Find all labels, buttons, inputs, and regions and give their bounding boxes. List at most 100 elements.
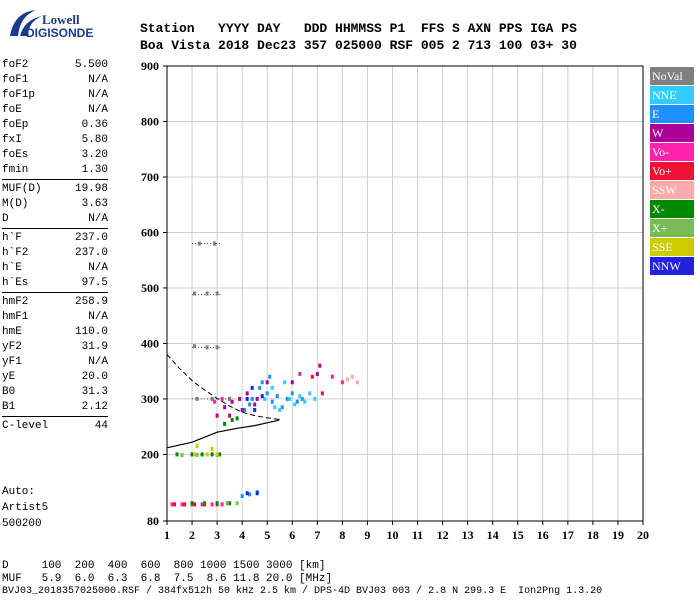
param-key: yF2 [2,341,22,353]
legend-item-e: E [650,105,694,123]
data-point-noval [228,396,232,401]
x-tick-label: 10 [386,528,398,542]
data-point-noval [213,241,217,246]
data-point-vo- [210,502,214,507]
data-point-w [238,396,242,401]
x-tick-label: 14 [487,528,499,542]
data-point-vo- [320,391,324,396]
x-tick-label: 12 [437,528,449,542]
param-key: foF1p [2,89,36,101]
data-point-nne [298,394,302,399]
legend-item-vo-: Vo- [650,143,694,161]
param-row-b1: B1 2.12 [2,400,108,415]
param-row-foe: foE N/A [2,103,108,118]
param-key: M(D) [2,198,29,210]
param-value: 3.63 [81,198,108,210]
param-row-fof1p: foF1p N/A [2,88,108,103]
param-key: h`E [2,262,22,274]
y-tick-label: 600 [141,225,159,239]
data-point-x- [215,501,219,506]
param-separator [2,179,108,180]
param-row-h-es: h`Es 97.5 [2,276,108,291]
data-point-e [295,399,299,404]
data-point-vo- [298,371,302,376]
data-point-nne [273,405,277,410]
param-value: 97.5 [81,277,108,289]
param-value: N/A [88,74,108,86]
data-point-nnw [245,396,249,401]
data-point-e [260,380,264,385]
param-key: hmF1 [2,311,29,323]
legend-item-noval: NoVal [650,67,694,85]
param-key: B1 [2,401,16,413]
param-value: 20.0 [81,371,108,383]
param-row-hmf2: hmF2 258.9 [2,295,108,310]
param-value: N/A [88,213,108,225]
data-point-nnw [255,491,259,496]
data-point-w [240,408,244,413]
data-point-e [285,396,289,401]
data-point-e [268,374,272,379]
x-tick-label: 20 [637,528,649,542]
data-point-noval [193,291,197,296]
data-point-nne [303,399,307,404]
data-point-w [228,413,232,418]
data-point-nne [263,396,267,401]
data-point-e [258,385,262,390]
param-value: 31.9 [81,341,108,353]
x-tick-label: 13 [462,528,474,542]
y-tick-label: 80 [147,514,159,528]
data-point-e [290,391,294,396]
data-point-x- [228,501,232,506]
data-point-x- [218,452,222,457]
param-key: foEs [2,149,29,161]
data-point-noval [205,291,209,296]
param-value: 110.0 [74,326,108,338]
data-point-vo- [173,502,177,507]
param-value: 0.36 [81,119,108,131]
footer-file-info: BVJ03_2018357025000.RSF / 384fx512h 50 k… [2,586,603,597]
legend-item-w: W [650,124,694,142]
data-point-noval [198,241,202,246]
data-point-x- [203,501,207,506]
legend-item-vo-: Vo+ [650,162,694,180]
data-point-nne [283,380,287,385]
logo-swoosh-icon [10,10,42,36]
param-key: D [2,213,9,225]
data-point-vo- [170,502,174,507]
data-point-x- [225,501,229,506]
param-row-fof1: foF1 N/A [2,73,108,88]
data-point-vo- [193,502,197,507]
data-point-w [290,380,294,385]
data-point-e [265,391,269,396]
footer-muf-line: MUF 5.9 6.0 6.3 6.8 7.5 8.6 11.8 20.0 [M… [2,573,333,585]
x-tick-label: 4 [239,528,245,542]
data-point-vo- [220,396,224,401]
lowell-digisonde-logo: Lowell DIGISONDE [6,6,126,46]
y-tick-label: 200 [141,447,159,461]
param-separator [2,416,108,417]
data-point-w [230,399,234,404]
logo-line1: Lowell [42,12,80,27]
data-point-x- [190,452,194,457]
param-key: foE [2,104,22,116]
x-tick-label: 18 [587,528,599,542]
param-key: yE [2,371,16,383]
plot-frame [166,65,644,522]
data-point-noval [195,396,199,401]
data-point-x- [175,452,179,457]
x-tick-label: 15 [512,528,524,542]
param-value: N/A [88,311,108,323]
param-row-ye: yE 20.0 [2,370,108,385]
param-value: N/A [88,262,108,274]
param-row-fmin: fmin 1.30 [2,163,108,178]
param-key: hmF2 [2,296,29,308]
param-separator [2,228,108,229]
y-tick-label: 300 [141,392,159,406]
param-row-h-f: h`F 237.0 [2,231,108,246]
data-point-e [250,396,254,401]
data-point-w [315,371,319,376]
param-row-hme: hmE 110.0 [2,325,108,340]
polarization-legend: NoVal NNE E W Vo- Vo+ SSW X- X+ SSE NNW [650,67,694,276]
param-row-b0: B0 31.3 [2,385,108,400]
